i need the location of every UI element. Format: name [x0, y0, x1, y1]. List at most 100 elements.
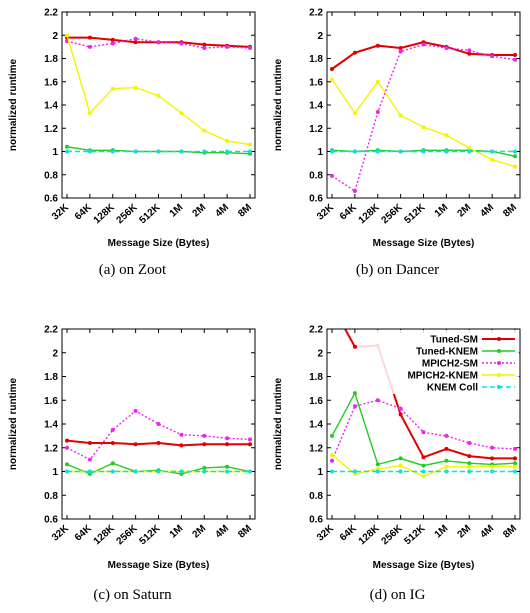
- data-point: [513, 461, 517, 466]
- x-tick-label: 256K: [380, 523, 406, 548]
- y-tick-label: 1: [317, 147, 323, 158]
- data-point: [513, 446, 517, 451]
- data-point: [467, 146, 472, 150]
- y-tick-label: 1.2: [309, 124, 323, 135]
- plot-frame: [61, 328, 256, 520]
- data-point: [87, 469, 92, 474]
- x-tick-label: 2M: [456, 202, 474, 219]
- data-point: [330, 433, 334, 438]
- data-point: [202, 128, 207, 133]
- x-tick-label: 32K: [315, 202, 337, 223]
- data-point: [133, 85, 138, 90]
- data-point: [202, 469, 207, 474]
- data-point: [375, 149, 380, 154]
- x-axis-label: Message Size (Bytes): [373, 238, 475, 249]
- data-point: [110, 427, 115, 432]
- data-point: [398, 46, 403, 50]
- data-point: [490, 54, 495, 59]
- y-tick-label: 0.8: [44, 170, 58, 181]
- data-point: [467, 461, 472, 466]
- chart-panel-d: 0.6 0.8 1 1.2 1.4 1.6 1.8 2 2.2 32K 64K 128K 256K 512…: [265, 318, 530, 580]
- data-point: [156, 40, 161, 45]
- x-tick-label: 32K: [50, 523, 72, 544]
- x-tick-label: 512K: [402, 523, 428, 548]
- y-tick-label: 0.6: [309, 515, 323, 526]
- data-point: [330, 77, 334, 82]
- data-point: [87, 457, 92, 462]
- chart-panel-c: 0.6 0.8 1 1.2 1.4 1.6 1.8 2 2.2 32K 64K 128K 256K 512…: [0, 318, 265, 580]
- data-point: [110, 469, 115, 474]
- x-tick-label: 2M: [191, 202, 209, 219]
- legend: Tuned-SMTuned-KNEMMPICH2-SMMPICH2-KNEMKN…: [357, 330, 519, 394]
- data-point: [352, 469, 357, 474]
- x-tick-label: 4M: [213, 523, 231, 540]
- data-point: [490, 469, 495, 474]
- data-point: [179, 443, 184, 448]
- data-point: [352, 391, 357, 396]
- data-point: [444, 446, 449, 451]
- legend-background: [357, 330, 519, 394]
- data-point: [398, 113, 403, 118]
- chart-ig: 0.6 0.8 1 1.2 1.4 1.6 1.8 2 2.2 32K 64K128K256K512…: [273, 325, 521, 571]
- data-point: [110, 41, 115, 46]
- data-point: [467, 464, 472, 469]
- data-point: [398, 469, 403, 474]
- y-tick-label: 2: [317, 31, 323, 42]
- data-point: [110, 441, 115, 445]
- caption-b: (b) on Dancer: [355, 262, 440, 278]
- x-tick-label: 4M: [213, 202, 231, 219]
- data-point: [421, 125, 426, 130]
- y-tick-label: 2.2: [309, 8, 323, 19]
- data-point: [248, 46, 252, 50]
- data-point: [65, 445, 69, 450]
- data-point: [110, 86, 115, 91]
- chart-saturn: 0.6 0.8 1 1.2 1.4 1.6 1.8 2 2.2 32K 64K128K256K512…: [8, 325, 256, 571]
- x-tick-label: 512K: [137, 523, 163, 548]
- series-group: [65, 33, 252, 156]
- y-tick-label: 1: [52, 147, 58, 158]
- y-tick-label: 1.2: [44, 443, 58, 454]
- legend-swatch-point: [497, 349, 501, 353]
- data-point: [352, 404, 357, 409]
- x-tick-label: 64K: [73, 202, 95, 223]
- data-point: [490, 157, 495, 162]
- x-tick-label: 2M: [191, 523, 209, 540]
- data-point: [248, 149, 252, 154]
- data-point: [87, 149, 92, 154]
- data-point: [87, 35, 92, 40]
- x-tick-label: 256K: [380, 202, 406, 227]
- data-point: [352, 50, 357, 55]
- data-point: [352, 344, 357, 349]
- y-tick-label: 0.8: [309, 491, 323, 502]
- data-point: [375, 469, 380, 474]
- data-point: [490, 456, 495, 461]
- data-point: [133, 408, 138, 413]
- y-tick-label: 1.6: [44, 396, 58, 407]
- data-point: [87, 441, 92, 445]
- data-point: [202, 442, 207, 447]
- data-point: [490, 149, 495, 154]
- data-point: [330, 452, 334, 457]
- data-point: [202, 433, 207, 438]
- data-point: [225, 442, 230, 447]
- data-point: [444, 149, 449, 154]
- x-tick-label: 1M: [168, 523, 186, 540]
- data-point: [225, 149, 230, 154]
- data-point: [225, 139, 230, 143]
- data-point: [398, 49, 403, 54]
- y-tick-label: 2.2: [44, 8, 58, 19]
- y-tick-label: 1.8: [44, 372, 58, 383]
- data-point: [352, 189, 357, 193]
- data-point: [513, 57, 517, 62]
- series-group: [330, 40, 517, 193]
- data-point: [225, 44, 230, 49]
- data-point: [179, 469, 184, 474]
- y-tick-label: 2: [52, 348, 58, 359]
- y-tick-label: 2: [52, 31, 58, 42]
- data-point: [248, 442, 252, 447]
- data-point: [513, 53, 517, 57]
- data-point: [65, 469, 69, 474]
- legend-label: MPICH2-SM: [422, 359, 478, 370]
- x-tick-label: 8M: [236, 202, 254, 219]
- data-point: [156, 149, 161, 154]
